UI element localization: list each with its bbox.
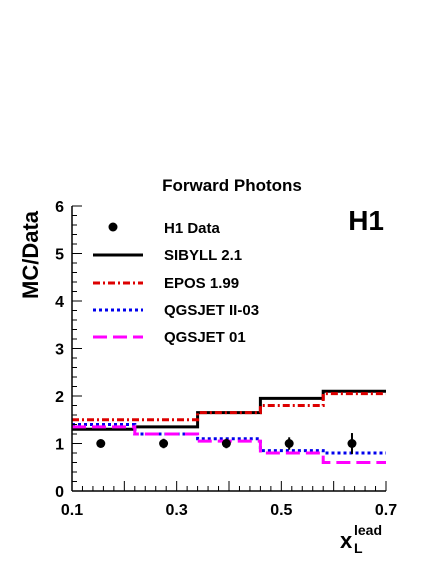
legend-label-2: QGSJET II-03: [164, 302, 259, 319]
y-tick-label: 3: [55, 342, 64, 359]
chart-title: Forward Photons: [162, 176, 302, 195]
data-point: [284, 439, 294, 448]
x-axis-label-main: x: [340, 528, 353, 553]
legend-label-1: EPOS 1.99: [164, 275, 239, 292]
experiment-label: H1: [348, 205, 384, 236]
y-tick-label: 2: [55, 389, 64, 406]
data-point: [221, 439, 231, 448]
legend-marker-data: [108, 222, 118, 232]
x-tick-label: 0.7: [375, 502, 397, 519]
x-tick-label: 0.5: [270, 502, 292, 519]
series-line-1: [72, 392, 386, 422]
series-line-0: [72, 389, 386, 431]
data-point: [96, 439, 106, 448]
data-point: [347, 439, 357, 448]
legend-label-data: H1 Data: [164, 220, 221, 237]
legend: H1 Data SIBYLL 2.1 EPOS 1.99 QGSJET II-03 QG…: [93, 220, 259, 346]
data-point: [159, 439, 169, 448]
y-axis-label: MC/Data: [18, 210, 43, 299]
legend-label-3: QGSJET 01: [164, 329, 246, 346]
x-tick-label: 0.1: [61, 502, 83, 519]
series-layer: [72, 389, 386, 464]
y-tick-label: 5: [55, 247, 64, 264]
x-tick-label: 0.3: [166, 502, 188, 519]
legend-label-0: SIBYLL 2.1: [164, 247, 242, 264]
data-points-layer: [96, 433, 357, 454]
x-axis-label: x lead L: [340, 522, 382, 556]
y-tick-label: 6: [55, 199, 64, 216]
x-axis-label-sub: L: [354, 540, 363, 556]
y-tick-label: 0: [55, 484, 64, 501]
x-axis-label-sup: lead: [354, 522, 382, 538]
axes-layer: 0 1 2 3 4 5 6 0.1 0.3 0.5 0.7: [55, 199, 397, 519]
y-tick-label: 4: [55, 294, 64, 311]
y-tick-label: 1: [55, 437, 64, 454]
